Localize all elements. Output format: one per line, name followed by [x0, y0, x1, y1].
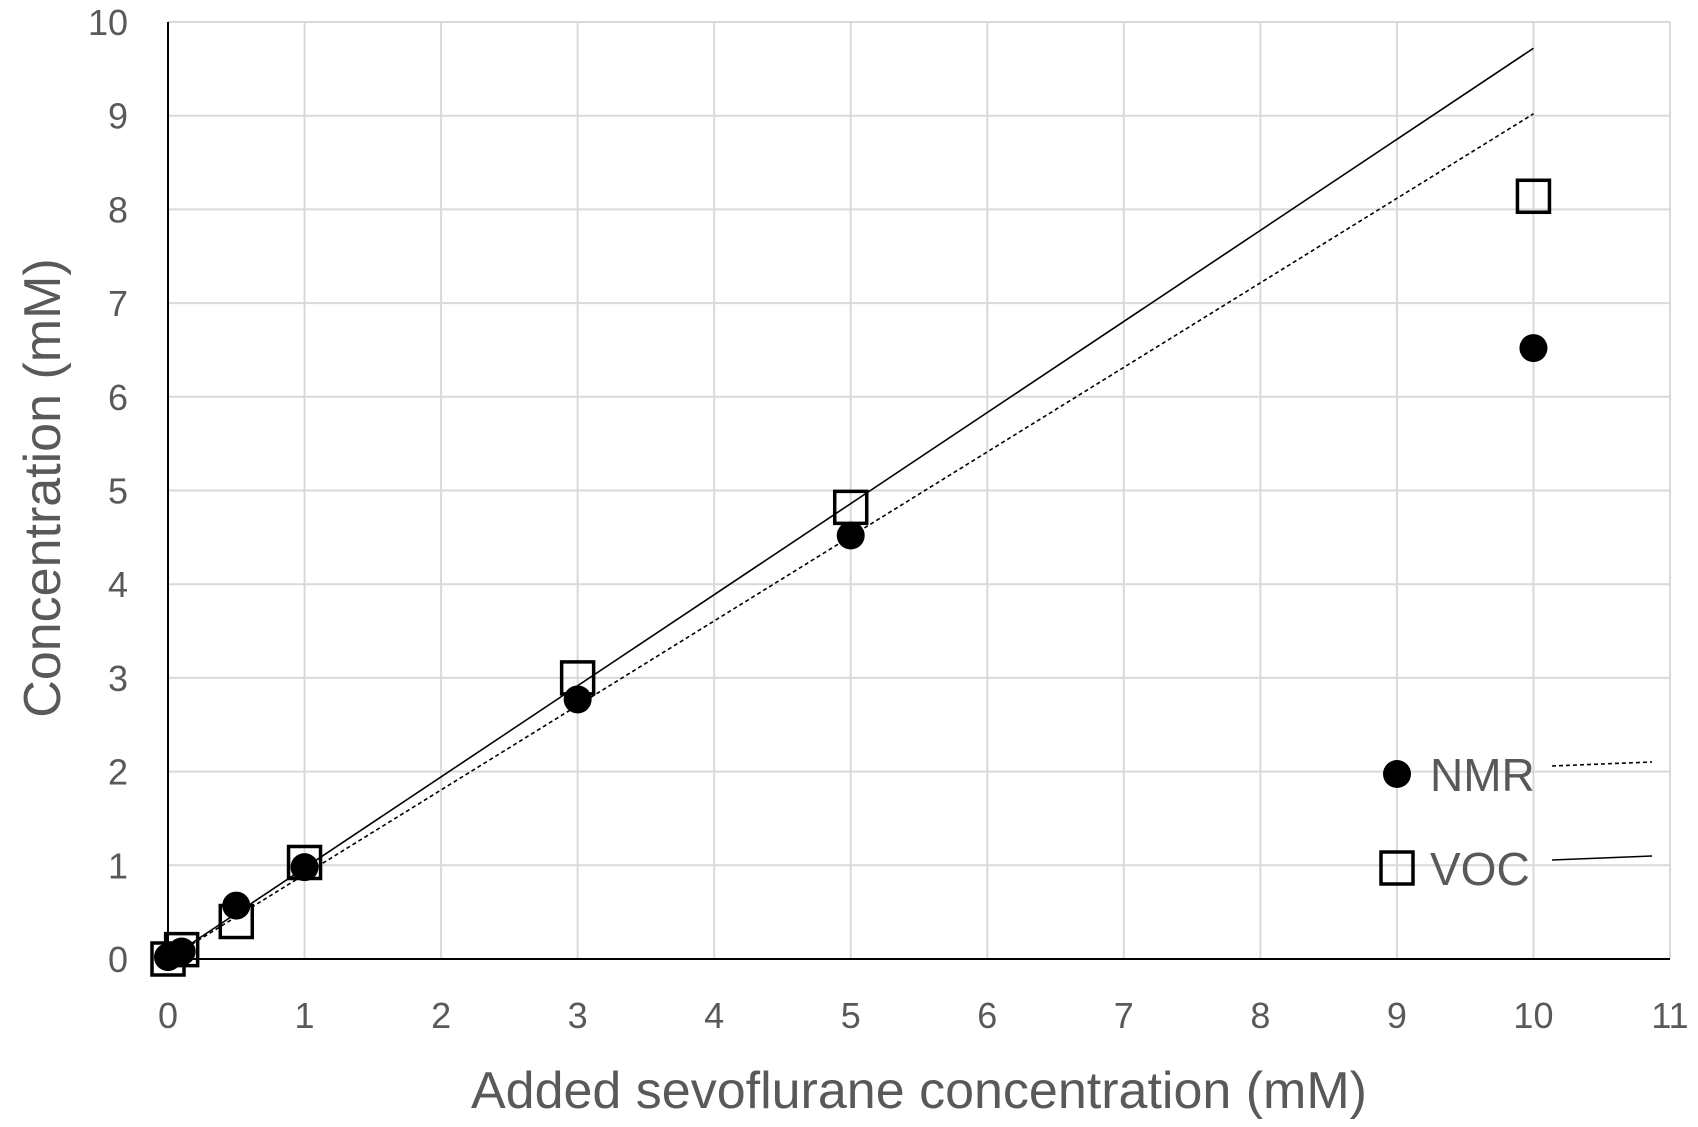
x-axis-title: Added sevoflurane concentration (mM) [471, 1062, 1367, 1120]
x-tick-label: 9 [1387, 995, 1407, 1036]
axes [167, 22, 1670, 960]
x-tick-label: 6 [977, 995, 997, 1036]
trendline-voc [167, 47, 1534, 960]
x-tick-label: 0 [158, 995, 178, 1036]
data-point-nmr [222, 891, 251, 920]
x-tick-label: 4 [704, 995, 724, 1036]
y-tick-label: 9 [108, 96, 128, 137]
trendlines [167, 47, 1534, 960]
legend-marker-voc [1379, 850, 1415, 886]
y-tick-label: 10 [88, 2, 128, 43]
data-point-nmr [167, 937, 196, 966]
tick-labels: 0 1 2 3 4 5 6 7 8 9 10 11 0 1 2 3 4 5 6 7 8 9 10 [88, 2, 1689, 1036]
x-tick-label: 3 [568, 995, 588, 1036]
data-point-nmr [563, 685, 592, 714]
x-tick-label: 1 [295, 995, 315, 1036]
data-point-nmr [290, 853, 319, 882]
y-tick-label: 2 [108, 752, 128, 793]
y-axis-title: Concentration (mM) [14, 258, 72, 717]
x-tick-label: 10 [1513, 995, 1553, 1036]
y-tick-label: 8 [108, 189, 128, 230]
data-point-nmr [1519, 334, 1548, 363]
trendline-nmr [167, 113, 1534, 960]
legend-label-voc: VOC [1430, 843, 1530, 895]
x-tick-label: 8 [1250, 995, 1270, 1036]
x-tick-label: 11 [1651, 995, 1688, 1036]
y-tick-label: 1 [108, 845, 128, 886]
legend: NMR VOC [1379, 749, 1653, 895]
grid [168, 21, 1671, 959]
y-tick-label: 3 [108, 658, 128, 699]
data-points [150, 178, 1552, 977]
y-tick-label: 6 [108, 377, 128, 418]
x-tick-label: 7 [1114, 995, 1134, 1036]
data-point-voc [832, 489, 869, 526]
x-tick-label: 2 [431, 995, 451, 1036]
x-tick-label: 5 [841, 995, 861, 1036]
legend-marker-nmr [1383, 760, 1411, 788]
data-point-voc [1515, 178, 1552, 215]
legend-line-voc [1551, 855, 1653, 861]
legend-line-nmr [1551, 761, 1653, 767]
data-point-nmr [836, 521, 865, 550]
y-tick-label: 5 [108, 471, 128, 512]
legend-label-nmr: NMR [1430, 749, 1535, 801]
y-tick-label: 7 [108, 283, 128, 324]
y-tick-label: 4 [108, 564, 128, 605]
y-tick-label: 0 [108, 939, 128, 980]
